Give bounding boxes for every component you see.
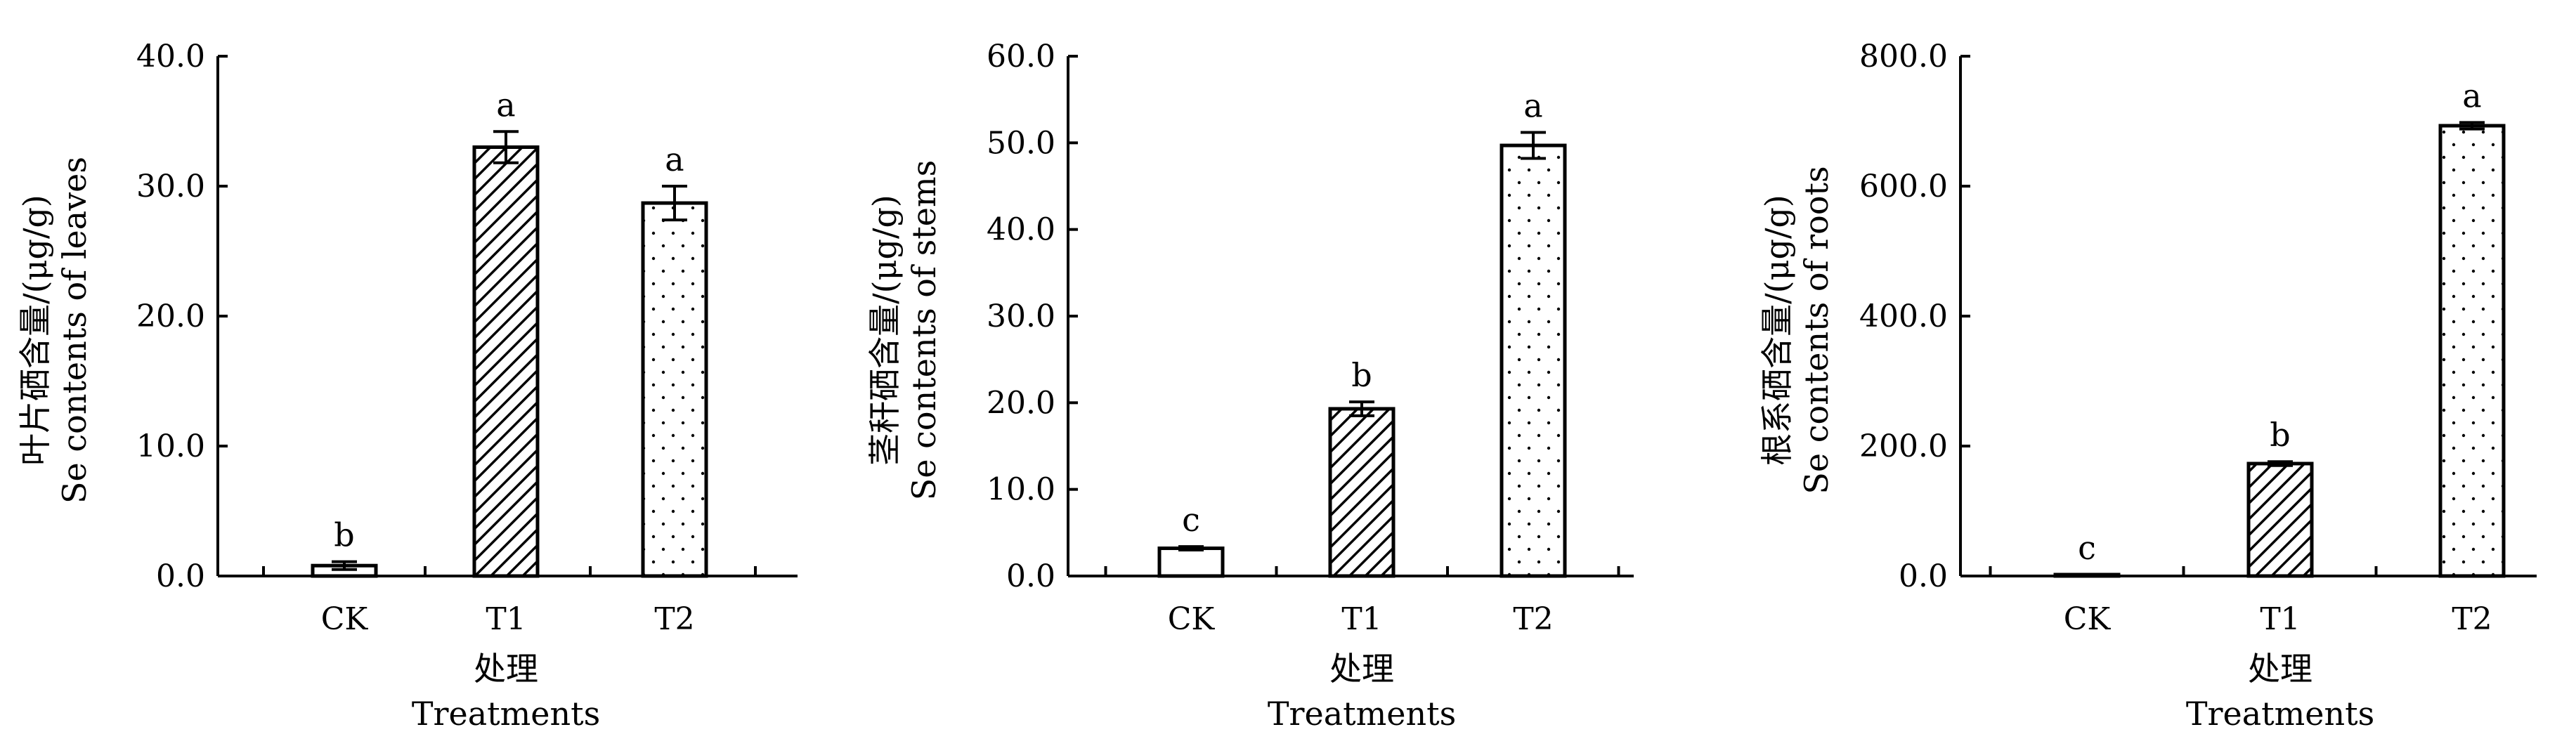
bar-t2	[641, 201, 708, 578]
significance-label: a	[665, 140, 684, 178]
significance-label: c	[1182, 501, 1200, 539]
y-tick-label: 0.0	[156, 558, 205, 594]
y-axis-title-line1: 根系硒含量/(μg/g)	[1758, 195, 1796, 466]
bar-t2	[2438, 124, 2506, 578]
significance-label: a	[1523, 87, 1542, 125]
y-tick-label: 40.0	[987, 212, 1055, 248]
y-tick-label: 400.0	[1859, 299, 1948, 334]
x-tick-label: T2	[2452, 601, 2492, 637]
y-tick-labels-leaves: 0.0 10.0 20.0 30.0 40.0	[136, 39, 205, 594]
bar-t1	[472, 145, 540, 578]
y-axis-title-line1: 茎秆硒含量/(μg/g)	[866, 195, 904, 466]
y-tick-label: 60.0	[987, 39, 1055, 74]
bar-ck	[1157, 547, 1225, 578]
x-tick-label: CK	[2064, 601, 2112, 637]
x-tick-label: CK	[321, 601, 369, 637]
x-tick-label: T1	[486, 601, 526, 637]
y-tick-label: 20.0	[136, 299, 205, 334]
y-tick-label: 10.0	[987, 472, 1055, 508]
x-axis-title-line2: Treatments	[412, 695, 600, 733]
x-axis-title-line1: 处理	[1329, 650, 1394, 688]
y-tick-label: 30.0	[987, 299, 1055, 334]
bars-stems: c b a	[1157, 87, 1567, 578]
y-tick-label: 10.0	[136, 428, 205, 464]
y-axis-title-roots: 根系硒含量/(μg/g) Se contents of roots	[1758, 166, 1835, 494]
x-axis-title-line1: 处理	[2248, 650, 2312, 688]
x-tick-label: T1	[1341, 601, 1381, 637]
x-tick-label: T2	[1513, 601, 1553, 637]
y-axis-title-line2: Se contents of leaves	[56, 157, 93, 504]
significance-label: b	[2270, 416, 2290, 454]
x-axis-title-line1: 处理	[474, 650, 538, 688]
y-tick-label: 800.0	[1859, 39, 1948, 74]
x-axis-title-line2: Treatments	[2186, 695, 2374, 733]
y-axis-title-line2: Se contents of roots	[1797, 166, 1835, 494]
chart-leaves: 叶片硒含量/(μg/g) Se contents of leaves 0.0 10…	[16, 39, 798, 733]
chart-roots: 根系硒含量/(μg/g) Se contents of roots 0.0 200…	[1758, 39, 2537, 733]
y-tick-label: 50.0	[987, 125, 1055, 161]
x-tick-labels-leaves: CK T1 T2	[321, 601, 695, 637]
x-tick-labels-roots: CK T1 T2	[2064, 601, 2492, 637]
y-tick-label: 0.0	[1006, 558, 1055, 594]
y-axis-title-line2: Se contents of stems	[905, 160, 943, 500]
bars-leaves: b a a	[311, 86, 708, 578]
bar-t1	[1328, 407, 1396, 578]
significance-label: a	[2462, 77, 2481, 114]
y-axis-title-stems: 茎秆硒含量/(μg/g) Se contents of stems	[866, 160, 943, 500]
x-axis-title-line2: Treatments	[1268, 695, 1456, 733]
y-tick-labels-roots: 0.0 200.0 400.0 600.0 800.0	[1859, 39, 1948, 594]
y-axis-title-leaves: 叶片硒含量/(μg/g) Se contents of leaves	[16, 157, 93, 504]
significance-label: a	[496, 86, 515, 124]
y-tick-label: 40.0	[136, 39, 205, 74]
y-tick-label: 30.0	[136, 169, 205, 204]
bars-roots: c b a	[2053, 77, 2506, 578]
significance-label: b	[334, 516, 354, 554]
x-tick-label: CK	[1168, 601, 1216, 637]
x-tick-label: T2	[654, 601, 694, 637]
bar-t1	[2246, 462, 2314, 578]
x-tick-label: T1	[2260, 601, 2300, 637]
x-tick-labels-stems: CK T1 T2	[1168, 601, 1554, 637]
y-tick-labels-stems: 0.0 10.0 20.0 30.0 40.0 50.0 60.0	[987, 39, 1055, 594]
y-tick-label: 600.0	[1859, 169, 1948, 204]
bar-t2	[1500, 143, 1567, 578]
significance-label: c	[2078, 529, 2096, 567]
significance-label: b	[1351, 356, 1372, 394]
chart-stems: 茎秆硒含量/(μg/g) Se contents of stems 0.0 10.…	[866, 39, 1634, 733]
y-tick-label: 200.0	[1859, 428, 1948, 464]
y-tick-label: 20.0	[987, 385, 1055, 421]
y-axis-title-line1: 叶片硒含量/(μg/g)	[16, 195, 54, 466]
y-tick-label: 0.0	[1899, 558, 1948, 594]
